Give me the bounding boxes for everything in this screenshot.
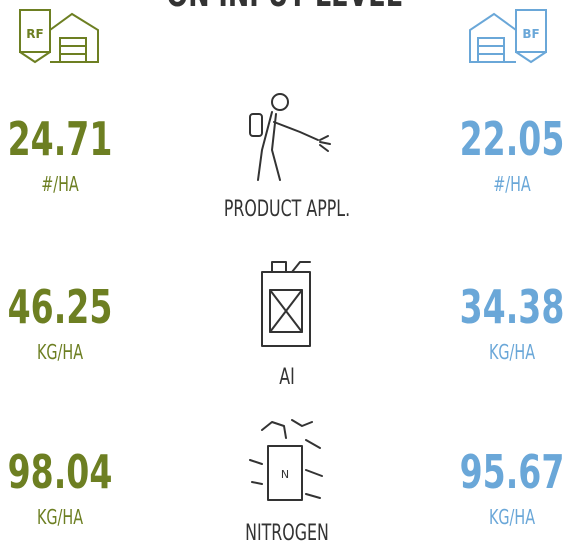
right-value: 34.38	[460, 282, 565, 335]
right-unit: #/HA	[493, 174, 531, 197]
bf-badge: BF	[522, 27, 539, 41]
row-label: NITROGEN	[245, 519, 329, 545]
row-label: PRODUCT APPL.	[224, 195, 350, 221]
nitrogen-icon: N	[249, 419, 323, 501]
rf-badge: RF	[26, 27, 43, 41]
jerrycan-icon	[261, 261, 311, 347]
rf-icon	[19, 9, 99, 64]
left-unit: KG/HA	[37, 342, 83, 365]
left-unit: #/HA	[41, 174, 79, 197]
right-unit: KG/HA	[489, 507, 535, 530]
row-label: AI	[279, 363, 295, 389]
right-value: 95.67	[460, 447, 565, 500]
right-value: 22.05	[460, 114, 565, 167]
left-value: 46.25	[8, 282, 113, 335]
left-value: 24.71	[8, 114, 113, 167]
left-value: 98.04	[8, 447, 113, 500]
title: ON INPUT LEVEL	[167, 0, 402, 15]
sprayer-icon	[249, 93, 331, 181]
bf-icon	[469, 9, 547, 64]
right-unit: KG/HA	[489, 342, 535, 365]
left-unit: KG/HA	[37, 507, 83, 530]
svg-text:N: N	[281, 468, 289, 481]
